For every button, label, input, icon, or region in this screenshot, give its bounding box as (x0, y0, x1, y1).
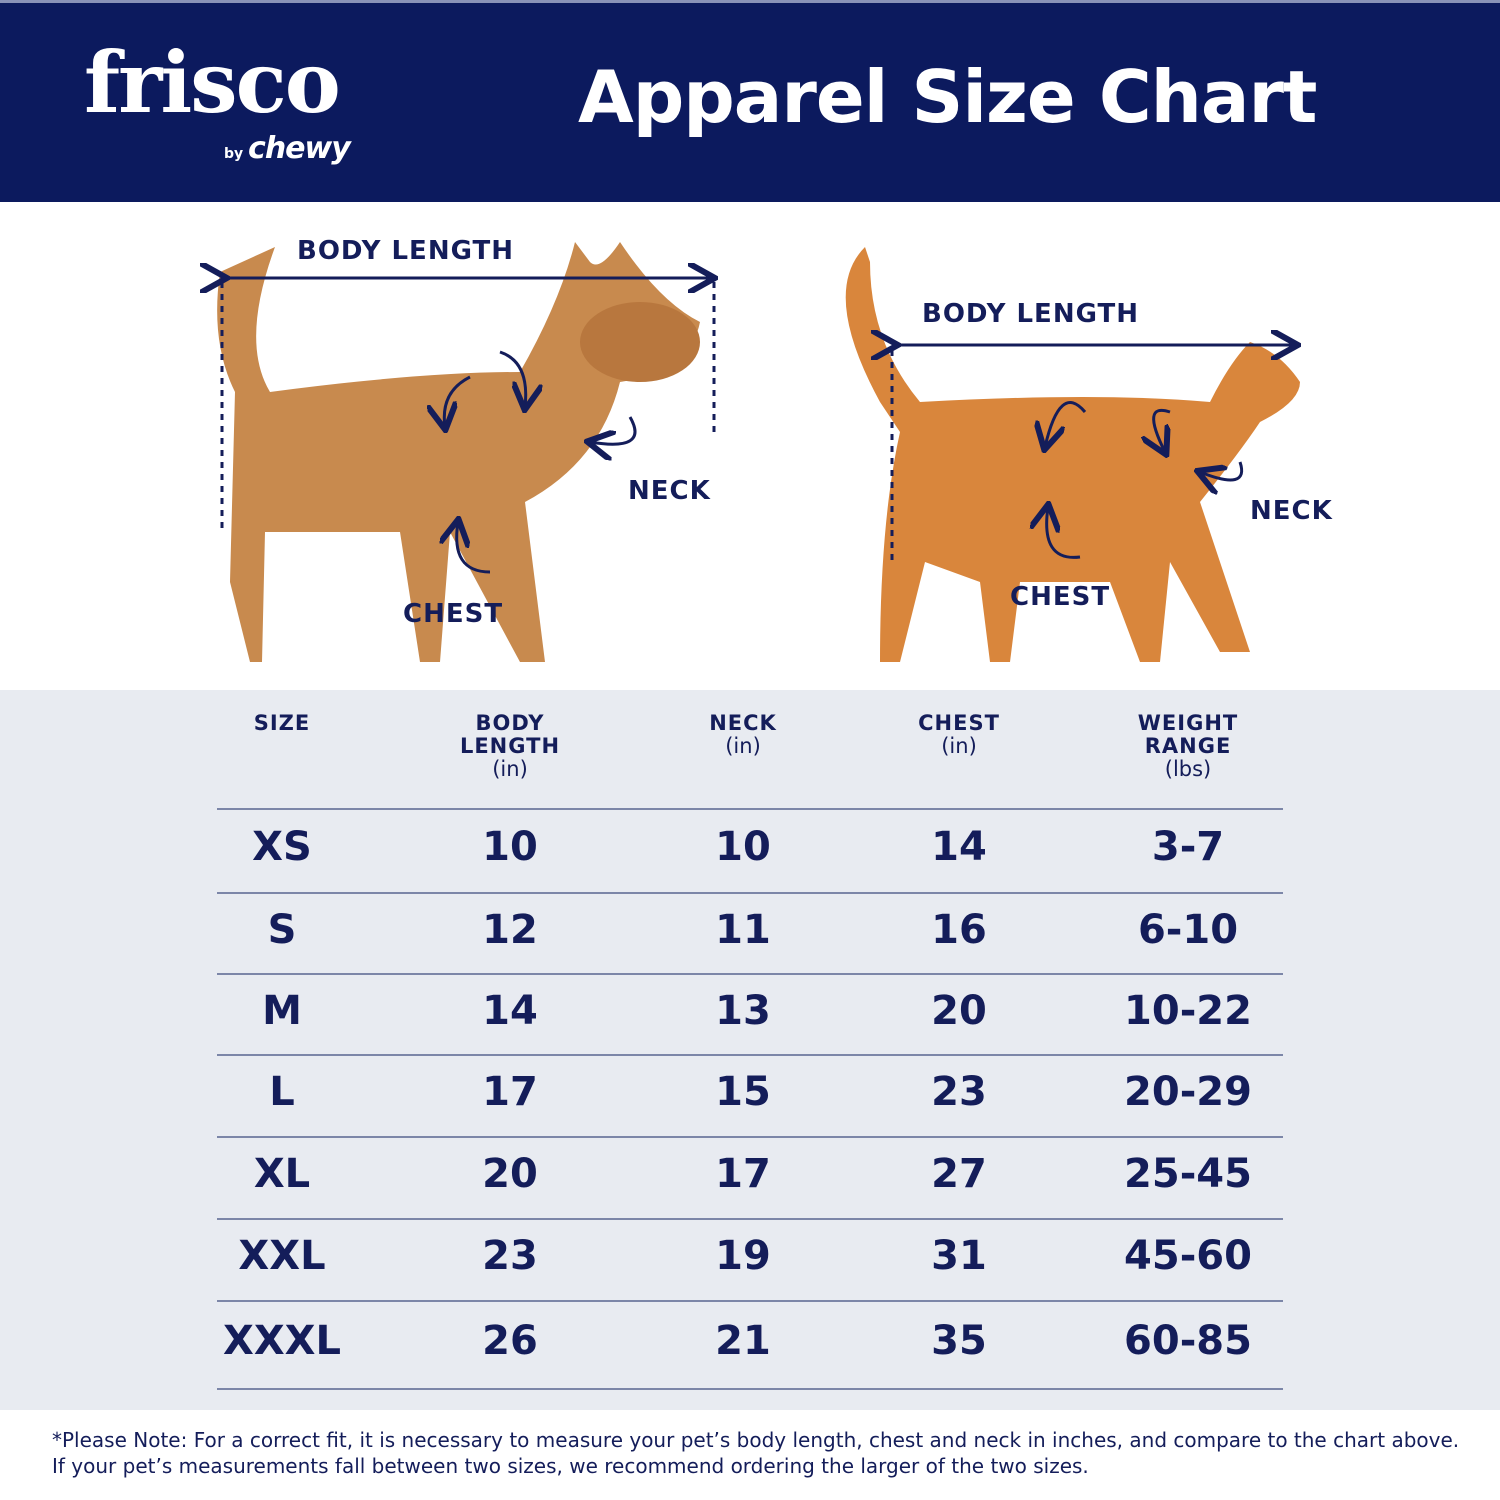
cat-chest-arrow (1045, 401, 1087, 447)
cell-body-length: 20 (482, 1151, 538, 1197)
dog-neck-label: NECK (628, 476, 711, 506)
header-body-length: BODY LENGTH (in) (410, 712, 610, 781)
header-weight-range: WEIGHT RANGE (lbs) (1088, 712, 1288, 781)
header-unit: (in) (725, 734, 761, 758)
measurement-diagram: BODY LENGTH NECK CHEST BODY LENGTH NECK … (0, 202, 1500, 690)
cat-neck-label: NECK (1250, 496, 1333, 526)
cat-image (845, 247, 1300, 662)
row-divider (217, 1300, 1283, 1302)
header-unit: (lbs) (1164, 757, 1212, 781)
cell-neck: 10 (715, 824, 771, 870)
cell-body-length: 14 (482, 987, 538, 1034)
cell-weight-range: 20-29 (1124, 1069, 1252, 1115)
cell-body-length: 26 (482, 1318, 538, 1364)
row-divider (217, 1136, 1283, 1138)
dog-chest-arrow (457, 522, 491, 574)
dog-neck-arrow (499, 350, 526, 407)
cell-chest: 35 (931, 1318, 987, 1364)
cat-chest-label: CHEST (1010, 582, 1111, 612)
cell-size: M (262, 987, 302, 1034)
row-divider (217, 1054, 1283, 1056)
cell-body-length: 17 (482, 1069, 538, 1115)
row-divider (217, 808, 1283, 810)
row-divider (217, 1218, 1283, 1220)
page-title: Apparel Size Chart (578, 55, 1317, 139)
cell-size: L (269, 1069, 295, 1115)
header-label: WEIGHT RANGE (1137, 711, 1239, 758)
cell-body-length: 12 (482, 906, 538, 953)
dog-chest-label: CHEST (403, 599, 504, 629)
cell-body-length: 23 (482, 1233, 538, 1279)
cell-chest: 14 (931, 824, 987, 870)
dog-neck-arrow (590, 416, 637, 444)
pet-illustrations (0, 242, 1500, 662)
dog-neck-arrow (444, 375, 471, 427)
header-neck: NECK (in) (643, 712, 843, 758)
cell-neck: 13 (715, 987, 771, 1034)
cell-weight-range: 10-22 (1124, 987, 1252, 1034)
header-label: CHEST (918, 711, 1000, 735)
cell-chest: 20 (931, 987, 987, 1034)
cat-neck-arrow (1154, 409, 1170, 452)
cell-size: XL (253, 1151, 311, 1197)
header-unit: (in) (941, 734, 977, 758)
dog-body-length-label: BODY LENGTH (297, 236, 514, 266)
cat-body-length-label: BODY LENGTH (922, 299, 1139, 329)
header-unit: (in) (492, 757, 528, 781)
size-table: SIZE BODY LENGTH (in) NECK (in) CHEST (in) … (0, 690, 1500, 1410)
cell-neck: 17 (715, 1151, 771, 1197)
cell-chest: 16 (931, 906, 987, 953)
cell-weight-range: 25-45 (1124, 1151, 1252, 1197)
frisco-logo: frisco by chewy (84, 33, 351, 167)
cell-chest: 23 (931, 1069, 987, 1115)
cell-chest: 31 (931, 1233, 987, 1279)
header-label: NECK (709, 711, 777, 735)
logo-chewy: chewy (248, 131, 351, 166)
cat-chest-arrow (1047, 507, 1081, 559)
row-divider (217, 973, 1283, 975)
cell-weight-range: 45-60 (1124, 1233, 1252, 1279)
cell-chest: 27 (931, 1151, 987, 1197)
row-divider (217, 1388, 1283, 1390)
header-chest: CHEST (in) (859, 712, 1059, 758)
cell-size: S (267, 906, 297, 953)
header-size: SIZE (182, 712, 382, 735)
cell-weight-range: 3-7 (1151, 824, 1225, 870)
dog-image (217, 242, 700, 662)
cell-size: XXXL (222, 1318, 341, 1364)
row-divider (217, 892, 1283, 894)
logo-by: by (224, 146, 244, 162)
cell-weight-range: 60-85 (1124, 1318, 1252, 1364)
cell-body-length: 10 (482, 824, 538, 870)
header-banner: frisco by chewy Apparel Size Chart (0, 0, 1500, 202)
cell-size: XS (252, 824, 312, 870)
cell-neck: 19 (715, 1233, 771, 1279)
header-label: SIZE (253, 711, 311, 735)
cell-size: XXL (238, 1233, 326, 1279)
footer-note: *Please Note: For a correct fit, it is n… (52, 1428, 1460, 1478)
logo-sub: by chewy (224, 131, 351, 166)
cell-neck: 11 (715, 906, 771, 953)
logo-text: frisco (84, 33, 341, 132)
header-label: BODY LENGTH (459, 711, 561, 758)
cell-neck: 21 (715, 1318, 771, 1364)
cell-weight-range: 6-10 (1137, 906, 1239, 953)
cat-neck-arrow (1200, 461, 1243, 480)
cell-neck: 15 (715, 1069, 771, 1115)
